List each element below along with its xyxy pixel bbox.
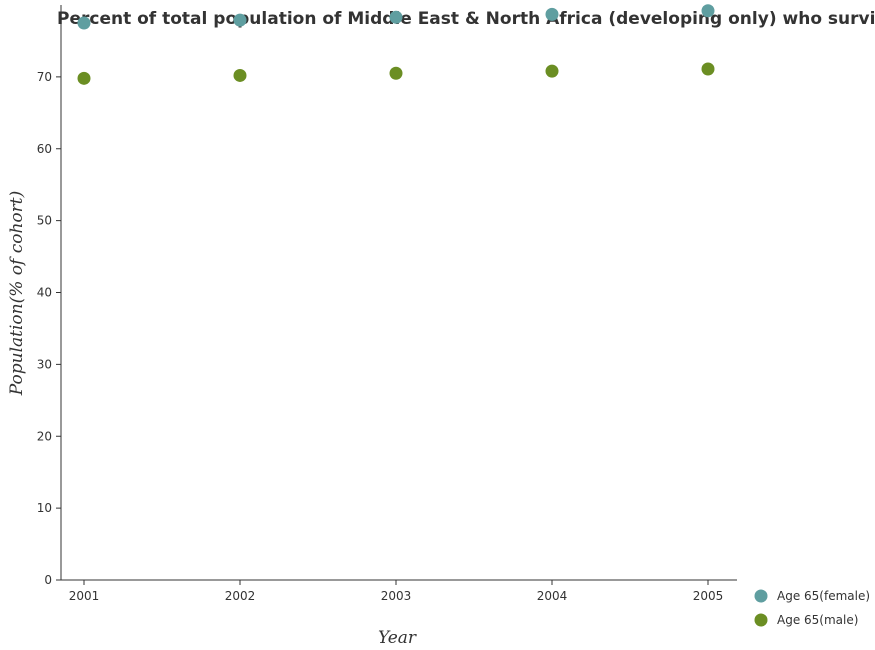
x-tick-label: 2005 [693,589,724,603]
data-point-female [233,13,247,27]
y-tick-label: 30 [37,357,52,371]
data-points [77,4,715,85]
y-tick-label: 50 [37,214,52,228]
y-tick-label: 40 [37,286,52,300]
x-ticks: 2001 2002 2003 2004 2005 [69,580,724,603]
y-tick-label: 0 [44,573,52,587]
legend: Age 65(female) Age 65(male) [754,589,870,627]
data-point-male [389,66,403,80]
y-tick-label: 20 [37,429,52,443]
y-tick-label: 60 [37,142,52,156]
legend-label: Age 65(male) [777,613,858,627]
data-point-female [701,4,715,18]
data-point-female [77,16,91,30]
legend-marker [754,613,768,627]
x-tick-label: 2001 [69,589,100,603]
legend-label: Age 65(female) [777,589,870,603]
y-tick-label: 10 [37,501,52,515]
chart-title: Percent of total population of Middle Ea… [57,9,875,29]
y-axis-label: Population(% of cohort) [7,191,27,397]
legend-marker [754,589,768,603]
x-tick-label: 2003 [381,589,412,603]
plot-area: 0 10 20 30 40 50 60 70 2001 2002 2003 2004 2005 [37,4,737,603]
y-ticks: 0 10 20 30 40 50 60 70 [37,70,61,587]
data-point-male [545,64,559,78]
x-axis-label: Year [378,628,417,648]
x-tick-label: 2002 [225,589,256,603]
data-point-male [233,68,247,82]
data-point-female [545,7,559,21]
x-tick-label: 2004 [537,589,568,603]
data-point-female [389,10,403,24]
data-point-male [701,62,715,76]
data-point-male [77,71,91,85]
y-tick-label: 70 [37,70,52,84]
